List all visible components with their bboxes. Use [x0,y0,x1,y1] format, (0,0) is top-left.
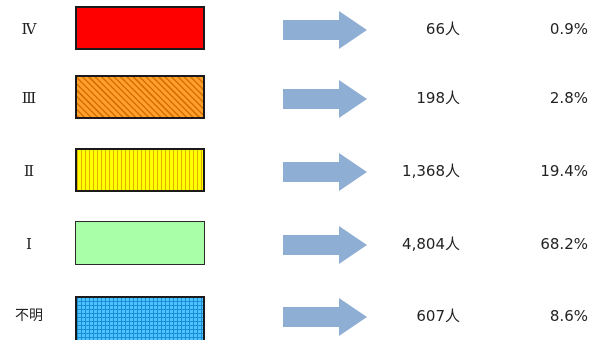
count-value: 607人 [416,307,460,325]
color-swatch-red [75,6,205,50]
right-arrow-icon [283,226,367,264]
right-arrow-icon [283,153,367,191]
color-swatch-orange-hatched [75,75,205,119]
legend-row-iii: Ⅲ 198人 2.8% [0,72,593,126]
right-arrow-icon [283,298,367,336]
right-arrow-icon [283,11,367,49]
row-label: Ⅰ [26,235,32,253]
color-swatch-light-green [75,221,205,265]
row-label: Ⅳ [21,20,37,38]
legend-row-unknown: 不明 607人 8.6% [0,290,593,340]
percent-value: 8.6% [549,307,588,325]
count-value: 4,804人 [402,235,460,253]
right-arrow-icon [283,80,367,118]
percent-value: 19.4% [540,162,588,180]
legend-row-iv: Ⅳ 66人 0.9% [0,3,593,57]
legend-row-ii: Ⅱ 1,368人 19.4% [0,145,593,199]
row-label: 不明 [15,308,43,324]
color-swatch-blue-grid [75,296,205,340]
row-label: Ⅱ [23,162,35,180]
percent-value: 2.8% [549,89,588,107]
percent-value: 0.9% [549,20,588,38]
count-value: 66人 [425,20,460,38]
count-value: 1,368人 [402,162,460,180]
row-label: Ⅲ [21,89,37,107]
percent-value: 68.2% [540,235,588,253]
color-swatch-yellow-striped [75,148,205,192]
count-value: 198人 [416,89,460,107]
legend-row-i: Ⅰ 4,804人 68.2% [0,218,593,272]
